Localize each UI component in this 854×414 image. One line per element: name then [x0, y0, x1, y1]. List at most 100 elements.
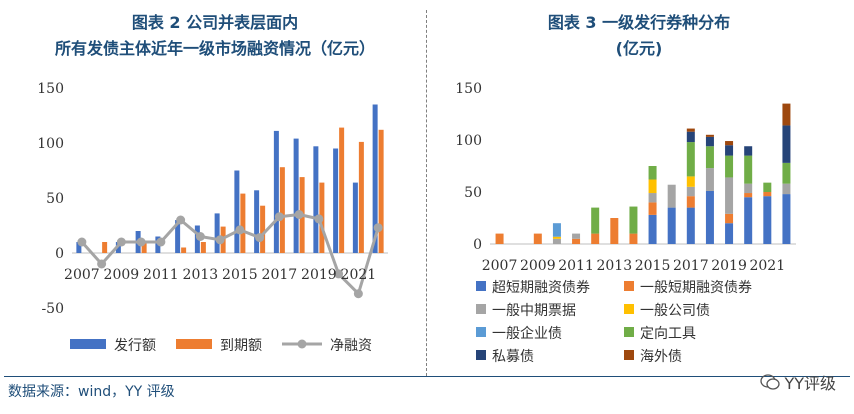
stack-segment-定向工具	[782, 162, 791, 184]
bar-发行额	[254, 190, 260, 253]
y-tick-label: 50	[464, 185, 482, 201]
legend-label: 一般中期票据	[492, 303, 576, 319]
x-tick-label: 2009	[520, 258, 556, 274]
stack-segment-海外债	[705, 134, 714, 137]
legend-swatch	[624, 281, 634, 291]
stack-segment-私募债	[705, 136, 714, 147]
legend-swatch	[624, 327, 634, 337]
bar-到期额	[181, 247, 187, 253]
legend-swatch	[476, 350, 486, 360]
stack-segment-定向工具	[744, 155, 753, 184]
y-tick-label: 100	[37, 136, 64, 152]
wechat-icon	[760, 374, 781, 390]
net-financing-point	[314, 214, 324, 224]
legend-swatch	[476, 281, 486, 291]
stack-segment-一般中期票据	[667, 184, 676, 208]
legend-swatch	[624, 350, 634, 360]
x-tick-label: 2007	[482, 258, 518, 274]
x-tick-label: 2015	[635, 258, 671, 274]
x-tick-label: 2019	[301, 267, 337, 283]
net-financing-point	[97, 259, 107, 269]
stack-segment-一般短期融资债券	[648, 202, 657, 215]
net-financing-point	[195, 232, 205, 241]
legend-label: 定向工具	[640, 326, 696, 342]
left-financing-chart: -50 0 50 100 150 2007 2009 2011 2013 2015 2017 2019…	[37, 81, 388, 354]
legend-swatch	[176, 339, 212, 349]
bar-发行额	[175, 220, 181, 253]
stack-segment-定向工具	[629, 206, 638, 234]
stack-segment-定向工具	[591, 207, 600, 234]
stack-segment-一般短期融资债券	[533, 233, 542, 244]
stack-segment-超短期融资债券	[667, 207, 676, 244]
right-chart-title: 图表 3 一级发行券种分布 (亿元)	[432, 10, 846, 62]
net-financing-point	[255, 233, 265, 243]
stack-segment-一般短期融资债券	[629, 233, 638, 244]
stack-segment-定向工具	[763, 182, 772, 192]
net-financing-point	[235, 225, 245, 235]
stack-segment-一般短期融资债券	[495, 233, 504, 244]
watermark-text: YY评级	[784, 374, 836, 393]
stack-segment-一般短期融资债券	[686, 196, 695, 208]
net-financing-point	[176, 215, 186, 225]
net-financing-point	[294, 210, 304, 219]
legend-marker	[297, 339, 307, 349]
stack-segment-私募债	[782, 125, 791, 163]
bar-到期额	[200, 242, 206, 253]
right-bond-type-chart: 0 50 100 150 2007 2009 2011 2013 2015 2017 2019 202…	[455, 81, 796, 365]
legend-label: 一般企业债	[492, 325, 562, 342]
x-tick-label: 2017	[673, 258, 709, 274]
net-financing-point	[136, 237, 146, 247]
y-tick-label: 150	[455, 81, 482, 97]
legend-label: 一般公司债	[640, 303, 710, 319]
stack-segment-一般中期票据	[552, 238, 561, 244]
bar-发行额	[333, 148, 339, 253]
stack-segment-定向工具	[725, 155, 734, 178]
x-tick-label: 2013	[183, 267, 219, 283]
data-source: 数据来源：wind，YY 评级	[8, 384, 175, 400]
legend-swatch	[476, 304, 486, 314]
legend-label: 到期额	[220, 338, 262, 354]
bar-到期额	[260, 205, 266, 253]
stack-segment-一般短期融资债券	[591, 233, 600, 244]
x-tick-label: 2015	[222, 267, 258, 283]
stack-segment-一般企业债	[552, 223, 561, 237]
bar-到期额	[141, 242, 147, 253]
bar-发行额	[214, 213, 220, 253]
bar-发行额	[313, 146, 319, 253]
stack-segment-一般公司债	[648, 179, 657, 194]
bar-到期额	[339, 127, 345, 253]
legend-swatch	[70, 339, 106, 349]
legend-label: 净融资	[330, 338, 372, 354]
y-tick-label: 0	[473, 237, 482, 253]
net-financing-point	[353, 289, 363, 299]
stack-segment-超短期融资债券	[648, 214, 657, 244]
x-tick-label: 2011	[143, 267, 179, 283]
bar-发行额	[234, 170, 240, 253]
stack-segment-超短期融资债券	[705, 190, 714, 244]
stack-segment-海外债	[782, 103, 791, 126]
bar-到期额	[378, 129, 384, 253]
legend-label: 海外债	[640, 349, 682, 365]
stack-segment-定向工具	[686, 142, 695, 177]
x-tick-label: 2011	[558, 258, 594, 274]
bar-到期额	[358, 141, 364, 253]
x-tick-label: 2013	[596, 258, 632, 274]
stack-segment-定向工具	[648, 166, 657, 180]
x-tick-label: 2017	[262, 267, 298, 283]
stack-segment-私募债	[744, 146, 753, 156]
stack-segment-超短期融资债券	[725, 223, 734, 244]
stack-segment-定向工具	[705, 146, 714, 169]
stack-segment-私募债	[725, 145, 734, 156]
net-financing-line	[80, 213, 380, 296]
stack-segment-一般短期融资债券	[610, 218, 619, 244]
y-tick-label: -50	[41, 301, 64, 317]
net-financing-point	[334, 269, 344, 279]
legend-label: 一般短期融资债券	[640, 280, 752, 296]
bar-发行额	[76, 242, 82, 253]
stack-segment-超短期融资债券	[686, 207, 695, 244]
stack-segment-一般中期票据	[686, 186, 695, 197]
stack-segment-一般公司债	[552, 236, 561, 239]
net-financing-point	[274, 212, 284, 222]
net-financing-point	[156, 237, 166, 247]
y-tick-label: 50	[46, 191, 64, 207]
